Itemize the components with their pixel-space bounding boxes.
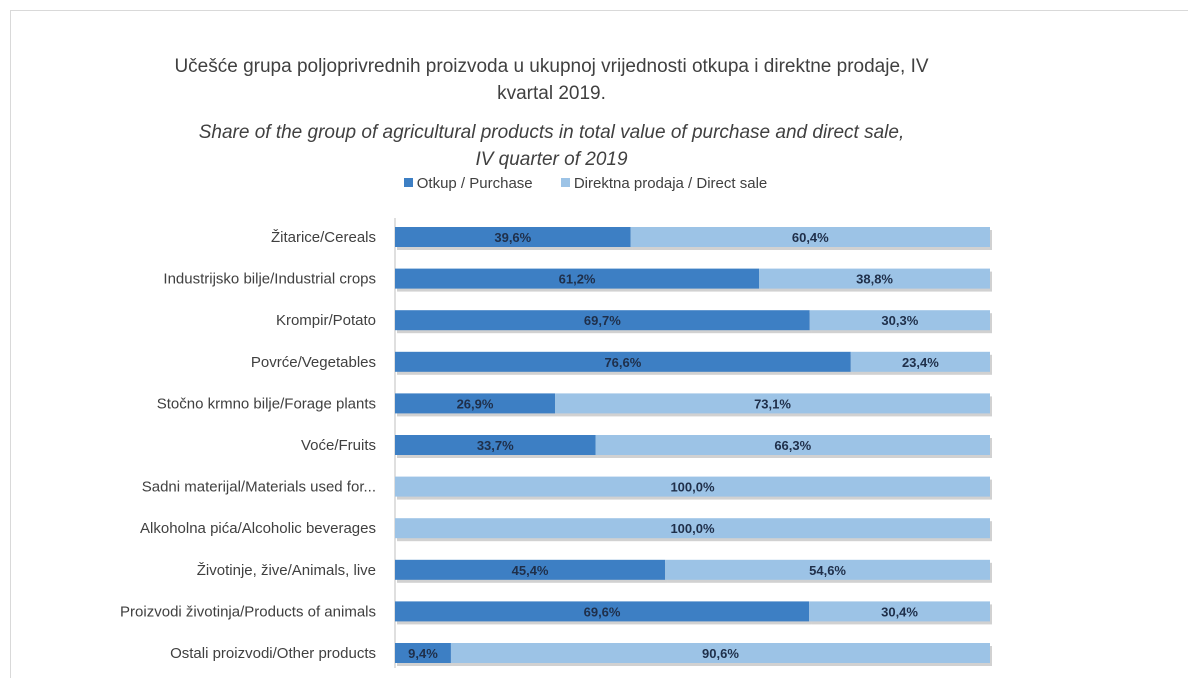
data-label-purchase: 33,7% bbox=[477, 438, 514, 453]
data-label-direct-sale: 66,3% bbox=[774, 438, 811, 453]
legend-item-purchase: Otkup / Purchase bbox=[403, 175, 533, 192]
data-label-direct-sale: 100,0% bbox=[670, 521, 715, 536]
data-label-purchase: 69,7% bbox=[584, 313, 621, 328]
category-label: Krompir/Potato bbox=[276, 312, 376, 329]
bar-direct-sale bbox=[850, 351, 990, 372]
chart-title-line-1: Učešće grupa poljoprivrednih proizvoda u… bbox=[174, 56, 929, 77]
data-label-direct-sale: 73,1% bbox=[754, 396, 791, 411]
data-label-direct-sale: 100,0% bbox=[670, 480, 715, 495]
bar-direct-sale bbox=[395, 518, 990, 539]
bar-purchase bbox=[395, 310, 810, 331]
data-label-direct-sale: 38,8% bbox=[856, 272, 893, 287]
category-label: Sadni materijal/Materials used for... bbox=[142, 479, 376, 496]
data-label-purchase: 26,9% bbox=[457, 396, 494, 411]
category-label: Proizvodi životinja/Products of animals bbox=[120, 603, 376, 620]
data-label-direct-sale: 90,6% bbox=[702, 646, 739, 661]
data-label-purchase: 76,6% bbox=[604, 355, 641, 370]
data-label-purchase: 45,4% bbox=[512, 563, 549, 578]
category-label: Stočno krmno bilje/Forage plants bbox=[157, 395, 376, 412]
data-label-direct-sale: 30,3% bbox=[881, 313, 918, 328]
bar-direct-sale bbox=[450, 643, 990, 663]
bar-direct-sale bbox=[595, 435, 990, 455]
bar-purchase bbox=[395, 559, 666, 580]
bar-purchase bbox=[395, 351, 851, 372]
chart-frame bbox=[10, 10, 1188, 678]
chart-subtitle-line-1: Share of the group of agricultural produ… bbox=[198, 122, 905, 143]
bar-purchase bbox=[395, 393, 556, 414]
data-label-direct-sale: 30,4% bbox=[881, 604, 918, 619]
bar-purchase bbox=[395, 268, 760, 289]
data-label-direct-sale: 23,4% bbox=[902, 355, 939, 370]
bar-direct-sale bbox=[395, 476, 990, 497]
legend-swatch-purchase bbox=[403, 178, 413, 187]
chart-subtitle-line-2: IV quarter of 2019 bbox=[475, 149, 628, 170]
data-label-purchase: 9,4% bbox=[408, 646, 438, 661]
chart-legend: Otkup / Purchase Direktna prodaja / Dire… bbox=[0, 175, 1191, 192]
category-label: Alkoholna pića/Alcoholic beverages bbox=[140, 520, 376, 537]
bar-purchase bbox=[395, 601, 810, 622]
bar-direct-sale bbox=[809, 310, 990, 331]
bar-direct-sale bbox=[665, 559, 990, 580]
bar-direct-sale bbox=[630, 227, 990, 247]
legend-label-direct: Direktna prodaja / Direct sale bbox=[573, 175, 768, 192]
bar-purchase bbox=[395, 435, 596, 455]
data-label-direct-sale: 60,4% bbox=[792, 230, 829, 245]
category-label: Povrće/Vegetables bbox=[251, 354, 376, 371]
legend-swatch-direct bbox=[560, 178, 570, 187]
bar-direct-sale bbox=[555, 393, 990, 414]
bar-direct-sale bbox=[759, 268, 990, 289]
bar-direct-sale bbox=[809, 601, 990, 622]
data-label-purchase: 39,6% bbox=[494, 230, 531, 245]
data-label-purchase: 61,2% bbox=[559, 272, 596, 287]
legend-item-direct: Direktna prodaja / Direct sale bbox=[560, 175, 768, 192]
bar-purchase bbox=[395, 643, 451, 663]
category-label: Ostali proizvodi/Other products bbox=[170, 645, 376, 662]
chart-title-line-2: kvartal 2019. bbox=[497, 83, 606, 104]
category-label: Industrijsko bilje/Industrial crops bbox=[163, 271, 376, 288]
category-label: Žitarice/Cereals bbox=[271, 229, 376, 246]
data-label-purchase: 69,6% bbox=[584, 604, 621, 619]
legend-label-purchase: Otkup / Purchase bbox=[416, 175, 533, 192]
category-label: Voće/Fruits bbox=[301, 437, 376, 454]
data-label-direct-sale: 54,6% bbox=[809, 563, 846, 578]
category-label: Životinje, žive/Animals, live bbox=[197, 562, 376, 579]
bar-purchase bbox=[395, 227, 631, 247]
